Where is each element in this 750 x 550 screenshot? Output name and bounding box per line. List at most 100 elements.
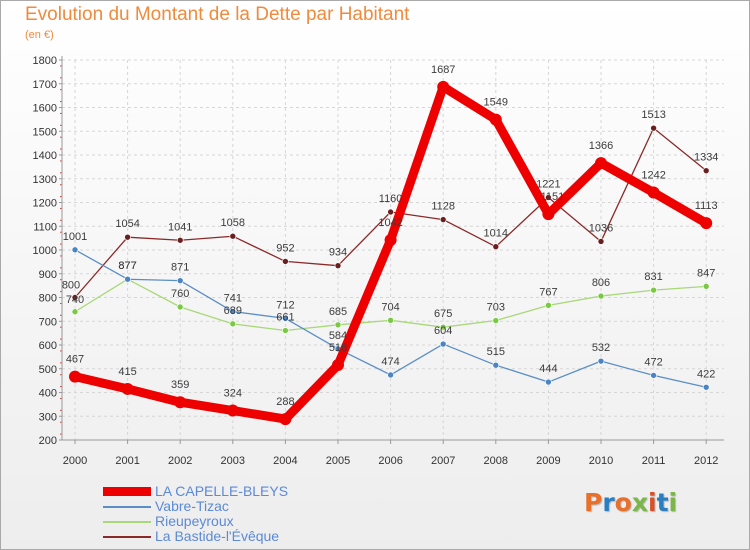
data-point [229, 308, 237, 315]
data-point [702, 283, 710, 290]
data-label: 1014 [484, 228, 508, 240]
data-label: 661 [276, 312, 294, 324]
data-point [334, 262, 342, 269]
data-label: 675 [434, 308, 452, 320]
data-point [282, 315, 289, 322]
y-tick-label: 1600 [33, 103, 57, 115]
data-label: 1113 [695, 200, 718, 212]
data-point [332, 358, 344, 371]
x-tick-label: 2010 [589, 455, 613, 467]
data-label: 1151 [541, 191, 565, 203]
axes: 200 300 400 500 600 700 800 900 1000 1100 1200 1300… [33, 55, 724, 467]
data-point [489, 113, 502, 126]
data-point [650, 372, 657, 379]
y-tick-label: 1500 [33, 126, 57, 138]
data-label: 444 [539, 363, 557, 375]
data-point [597, 292, 605, 300]
data-labels: 800 1054 1041 1058 952 934 1160 1128 1014 1221 103… [62, 64, 719, 408]
legend-label: LA CAPELLE-BLEYS [155, 483, 289, 499]
data-label: 1366 [589, 140, 613, 152]
data-label: 689 [224, 305, 242, 317]
data-label: 1042 [378, 217, 402, 229]
x-tick-label: 2001 [115, 455, 139, 467]
data-point [282, 258, 289, 265]
data-point [647, 186, 660, 199]
data-point [282, 327, 289, 334]
data-label: 871 [171, 262, 189, 274]
data-point [439, 323, 447, 331]
data-label: 415 [118, 366, 136, 378]
y-tick-label: 1300 [33, 174, 57, 186]
data-point [387, 371, 394, 379]
x-tick-label: 2009 [536, 455, 560, 467]
data-point [229, 232, 237, 240]
legend-label: Rieupeyroux [155, 513, 234, 529]
data-label: 1513 [641, 109, 665, 121]
data-point [597, 238, 605, 245]
data-point [121, 382, 134, 395]
data-label: 704 [381, 301, 399, 313]
y-tick-label: 300 [39, 411, 57, 423]
data-label: 1549 [484, 97, 508, 109]
data-label: 800 [62, 280, 80, 292]
y-tick-label: 1700 [33, 79, 57, 91]
y-tick-label: 800 [39, 293, 57, 305]
data-label: 1687 [431, 64, 455, 76]
data-label: 741 [224, 293, 242, 305]
y-tick-label: 600 [39, 340, 57, 352]
legend-label: La Bastide-l'Évêque [155, 528, 280, 544]
data-point [650, 286, 657, 294]
y-tick-label: 1800 [33, 55, 57, 67]
legend-swatch [103, 521, 151, 523]
data-label: 474 [381, 356, 399, 368]
data-label: 532 [592, 342, 610, 354]
data-label: 1054 [115, 218, 139, 230]
y-tick-label: 1100 [33, 221, 57, 233]
x-tick-label: 2006 [378, 455, 402, 467]
data-label: 359 [171, 379, 189, 391]
data-point [69, 370, 81, 383]
data-label: 1041 [168, 221, 192, 233]
proxiti-logo: Proxiti [584, 488, 678, 517]
x-tick-label: 2011 [642, 455, 666, 467]
data-point [545, 194, 552, 201]
y-tick-label: 1400 [33, 150, 57, 162]
data-point [124, 275, 131, 283]
data-label: 703 [487, 302, 505, 314]
data-point [71, 246, 79, 254]
data-label: 1036 [589, 222, 613, 234]
data-point [387, 316, 394, 324]
data-point [437, 80, 450, 93]
data-label: 831 [644, 271, 662, 283]
data-label: 934 [329, 247, 347, 259]
data-point [174, 396, 187, 409]
data-point [384, 234, 397, 247]
data-label: 1128 [431, 201, 455, 213]
data-label: 847 [697, 267, 715, 279]
data-point [492, 317, 500, 324]
legend-swatch [103, 487, 151, 496]
series-lines [69, 80, 713, 426]
data-point [650, 124, 657, 132]
data-label: 712 [276, 299, 294, 311]
x-tick-label: 2004 [273, 455, 297, 467]
data-label: 1058 [221, 217, 245, 229]
data-label: 472 [644, 356, 662, 368]
data-point [176, 277, 184, 284]
data-point [279, 413, 292, 426]
x-tick-label: 2012 [694, 455, 718, 467]
data-point [492, 361, 500, 369]
x-tick-label: 2002 [168, 455, 192, 467]
data-label: 467 [66, 354, 84, 366]
grid-lines [62, 59, 724, 441]
y-tick-label: 1000 [33, 245, 57, 257]
data-point [702, 167, 710, 174]
data-label: 516 [329, 342, 347, 354]
legend-label: Vabre-Tizac [155, 498, 229, 514]
data-label: 760 [171, 288, 189, 300]
x-tick-label: 2008 [484, 455, 508, 467]
data-point [545, 378, 552, 386]
data-point [229, 320, 237, 328]
y-tick-label: 400 [39, 388, 57, 400]
data-point [492, 243, 500, 250]
